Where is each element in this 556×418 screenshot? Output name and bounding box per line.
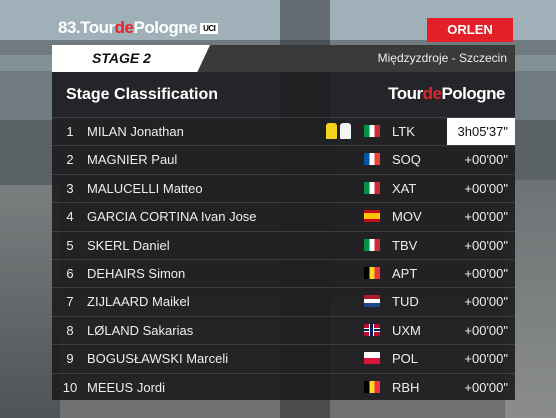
- flag: [364, 380, 380, 393]
- rank: 8: [66, 322, 74, 338]
- team: POL: [392, 351, 419, 367]
- table-row: 3 MALUCELLI Matteo XAT +00'00": [52, 173, 515, 202]
- table-row: 9 BOGUSŁAWSKI Marceli POL +00'00": [52, 344, 515, 372]
- team: UXM: [392, 322, 421, 338]
- logo-part: Pologne: [133, 18, 198, 37]
- rider-name: MAGNIER Paul: [87, 152, 178, 168]
- time: +00'00": [464, 322, 508, 338]
- rank: 3: [66, 180, 74, 196]
- rank: 6: [66, 266, 74, 281]
- table-row: 5 SKERL Daniel TBV +00'00": [52, 230, 515, 259]
- panel-title: Stage Classification: [66, 86, 219, 103]
- flag: [364, 238, 380, 251]
- team: SOQ: [392, 152, 421, 168]
- time: +00'00": [464, 237, 508, 253]
- flag: [364, 125, 380, 137]
- flag: [364, 352, 380, 365]
- flag: [364, 295, 380, 308]
- flag: [364, 153, 380, 166]
- logo-part: de: [422, 84, 442, 103]
- team: TBV: [392, 237, 418, 253]
- rider-name: LØLAND Sakarias: [87, 322, 194, 338]
- team: APT: [392, 266, 418, 281]
- rider-name: GARCIA CORTINA Ivan Jose: [87, 209, 257, 225]
- sponsor: ORLEN: [427, 18, 513, 42]
- logo-badge: UCI: [200, 23, 219, 35]
- panel-logo: TourdePologne: [388, 84, 505, 104]
- table-row: 10 MEEUS Jordi RBH +00'00": [52, 372, 515, 401]
- logo-part: 83.: [58, 18, 81, 37]
- stage: STAGE 2: [52, 45, 210, 72]
- table-row: 8 LØLAND Sakarias UXM +00'00": [52, 315, 515, 344]
- time-highlight: [447, 118, 515, 145]
- rider-name: MILAN Jonathan: [87, 124, 184, 139]
- rank: 10: [62, 379, 78, 395]
- team: LTK: [392, 124, 415, 139]
- route: Międzyzdroje - Szczecin: [377, 51, 507, 65]
- time: +00'00": [464, 294, 508, 310]
- background: [0, 185, 60, 418]
- stage-bar: STAGE 2 Międzyzdroje - Szczecin: [52, 45, 515, 72]
- logo-part: de: [114, 18, 134, 37]
- time: +00'00": [464, 180, 508, 196]
- team: MOV: [392, 209, 422, 225]
- rank: 2: [66, 152, 74, 168]
- time: +00'00": [464, 152, 508, 168]
- flag: [364, 267, 380, 279]
- rank: 9: [66, 351, 74, 367]
- flag: [364, 181, 380, 194]
- rider-name: SKERL Daniel: [87, 237, 170, 253]
- flag: [364, 210, 380, 223]
- team: RBH: [392, 379, 420, 395]
- rank: 4: [66, 209, 74, 225]
- rider-name: ZIJLAARD Maikel: [87, 294, 190, 310]
- table-row: 4 GARCIA CORTINA Ivan Jose MOV +00'00": [52, 202, 515, 230]
- rider-name: MEEUS Jordi: [87, 379, 166, 395]
- rider-name: DEHAIRS Simon: [87, 266, 186, 281]
- time: +00'00": [464, 266, 508, 281]
- classification-panel: Stage Classification TourdePologne 1 MILA…: [52, 72, 515, 400]
- rider-name: MALUCELLI Matteo: [87, 180, 203, 196]
- logo-part: Tour: [80, 18, 115, 37]
- rank: 7: [66, 294, 74, 310]
- table-row: 6 DEHAIRS Simon APT +00'00": [52, 259, 515, 287]
- young-jersey: [340, 123, 351, 139]
- leader-jersey: [326, 123, 337, 139]
- rider-name: BOGUSŁAWSKI Marceli: [87, 351, 229, 367]
- flag: [364, 323, 380, 336]
- time: +00'00": [464, 351, 508, 367]
- team: XAT: [392, 180, 417, 196]
- logo-part: Tour: [388, 84, 423, 103]
- rank: 1: [66, 124, 74, 139]
- table-row: 2 MAGNIER Paul SOQ +00'00": [52, 145, 515, 173]
- logo-part: Pologne: [441, 84, 505, 103]
- team: TUD: [392, 294, 419, 310]
- time: 3h05'37": [457, 124, 508, 139]
- table-row: 1 MILAN Jonathan LTK 3h05'37": [52, 117, 515, 145]
- table-row: 7 ZIJLAARD Maikel TUD +00'00": [52, 287, 515, 315]
- time: +00'00": [464, 379, 508, 395]
- event-logo: 83.TourdePologne UCI: [58, 18, 219, 38]
- time: +00'00": [464, 209, 508, 225]
- rank: 5: [66, 237, 74, 253]
